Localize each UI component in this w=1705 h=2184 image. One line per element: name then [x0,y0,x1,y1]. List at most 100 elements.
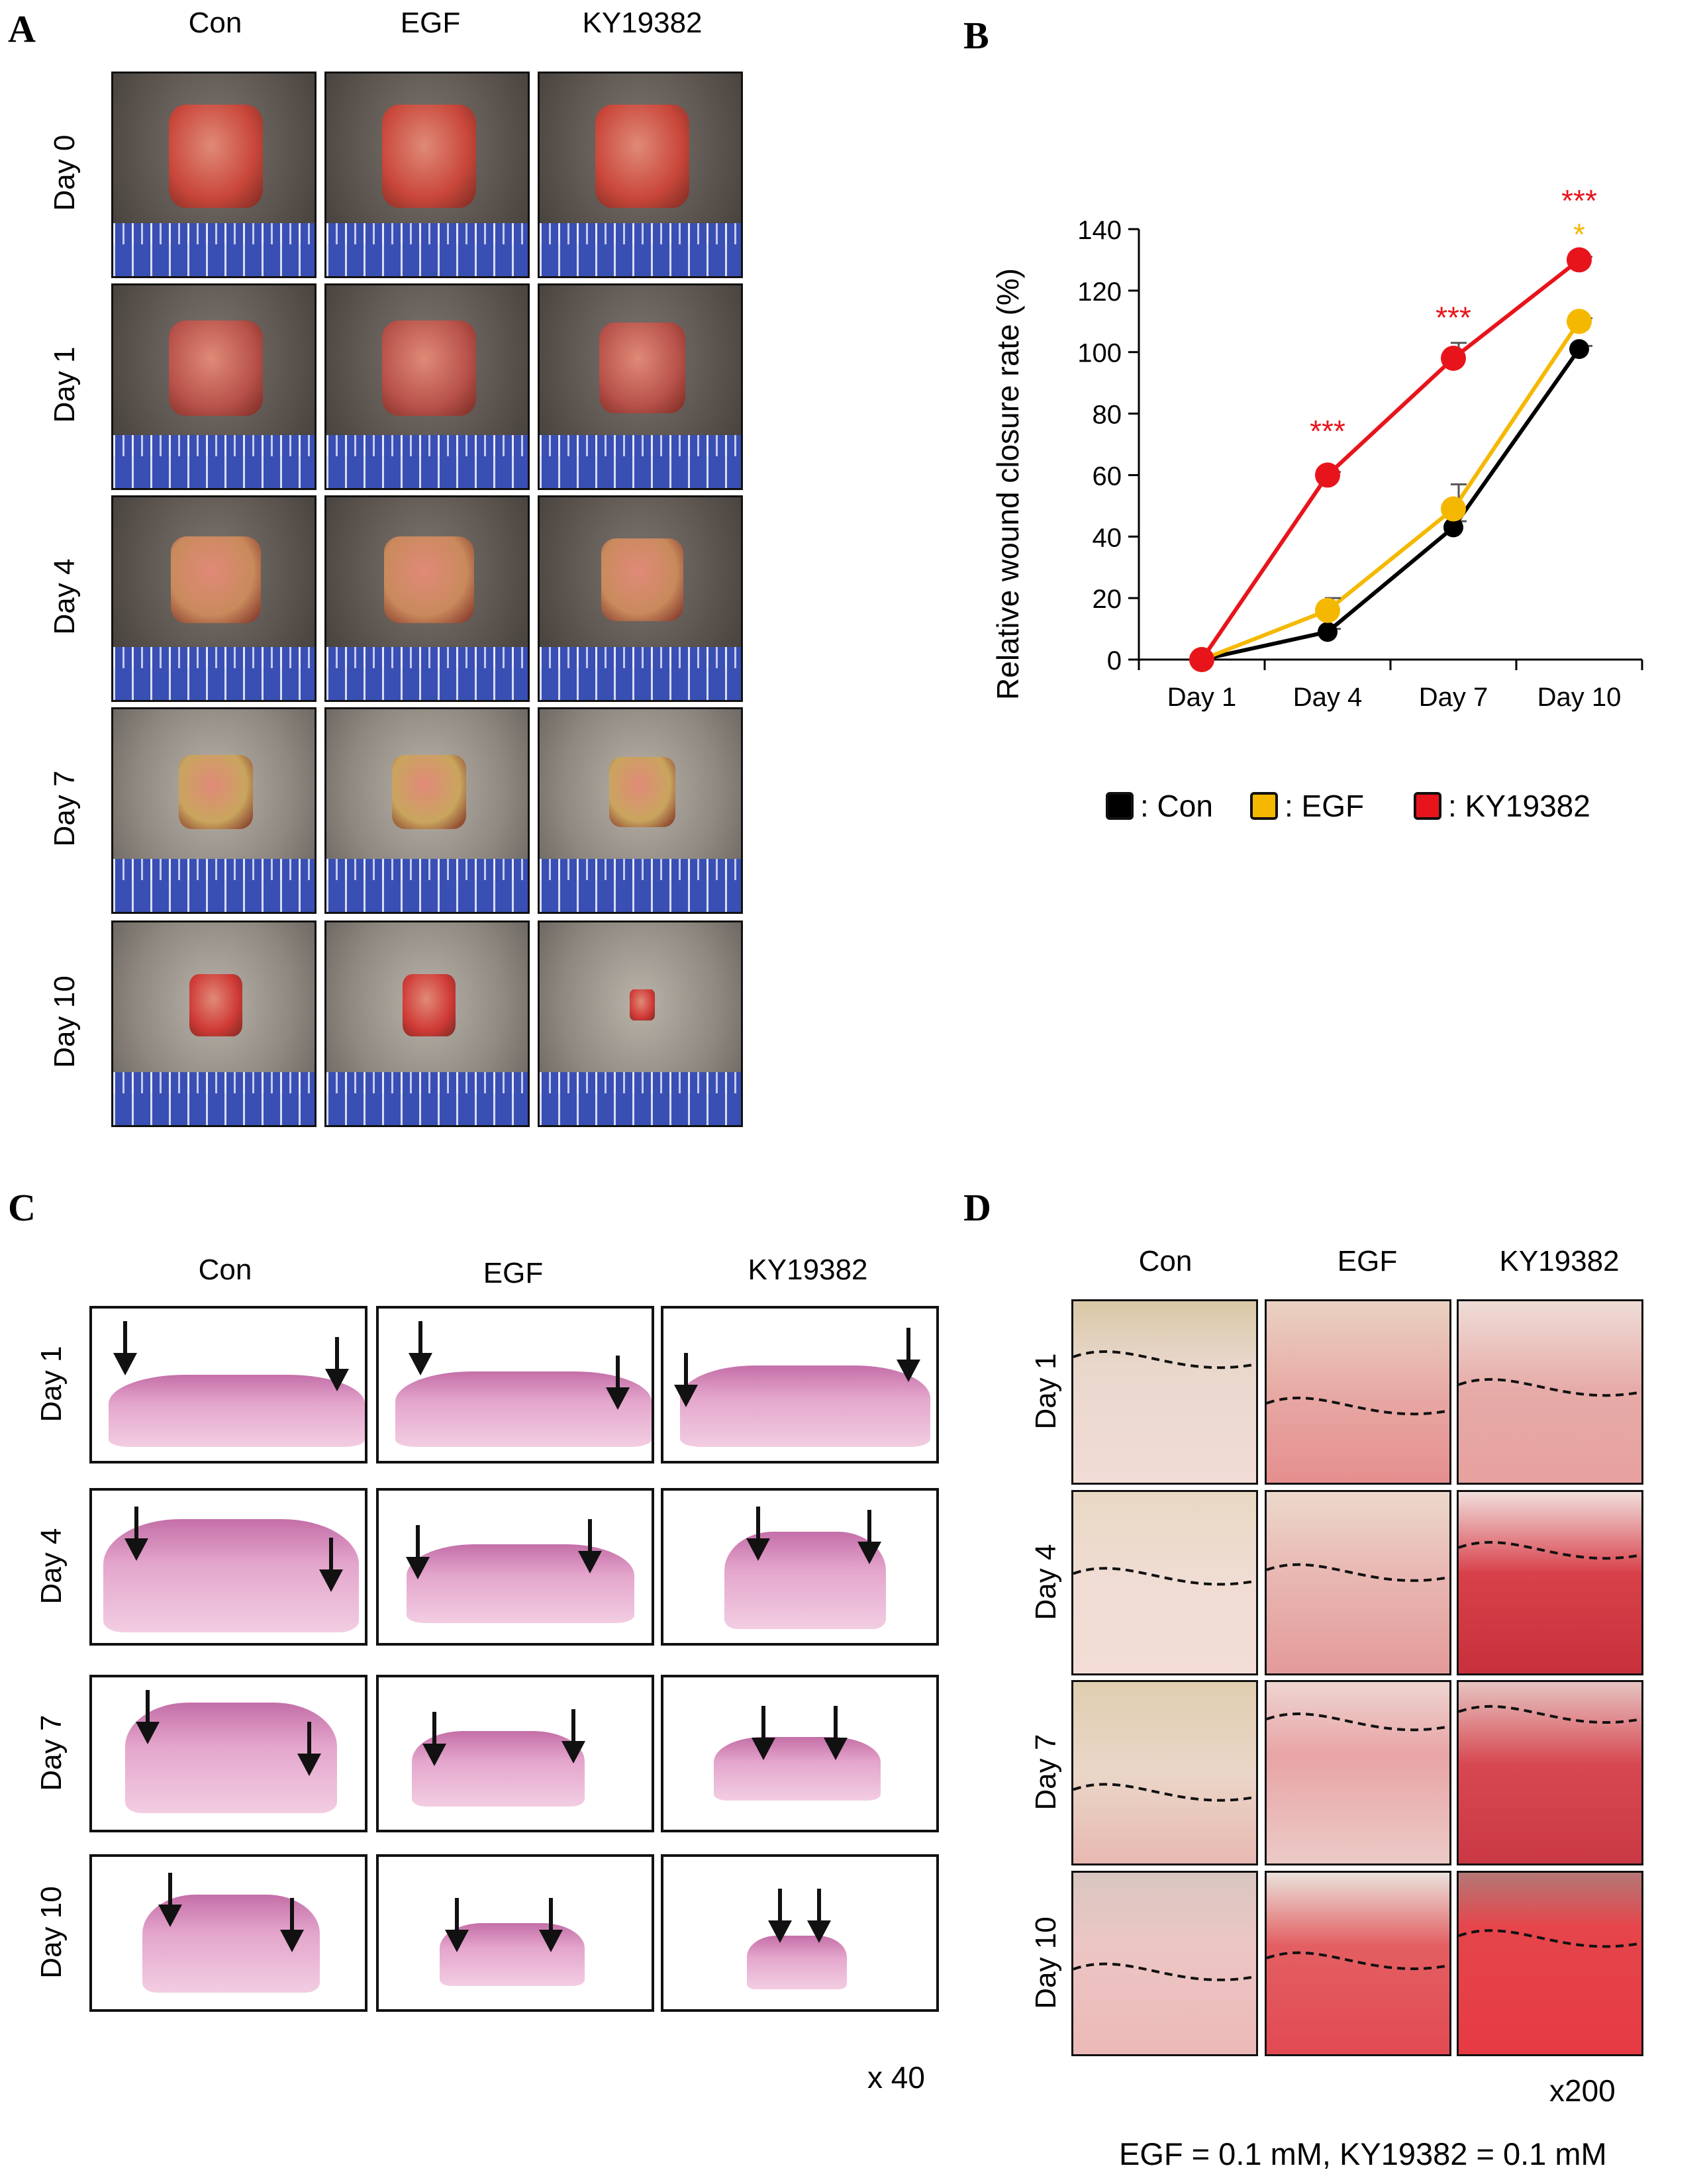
legend-con: : Con [1106,788,1213,824]
x-tick-label: Day 7 [1419,683,1488,712]
panel-a-col-ky: KY19382 [582,7,703,39]
panel-d-row-label: Day 4 [1030,1544,1062,1620]
data-point-egf [1441,496,1466,522]
wound-area [168,104,264,208]
arrow-shaft [334,1336,339,1377]
ruler-scale [540,435,741,488]
y-tick-label: 100 [1077,339,1122,368]
arrow-head [768,1920,793,1943]
wound-photo [538,283,743,490]
panel-letter-d: D [963,1186,991,1229]
stained-section [1457,1871,1643,2056]
panel-d-col-ky: KY19382 [1499,1245,1620,1277]
y-tick-label: 80 [1093,401,1122,430]
arrow-shaft [168,1872,172,1912]
epidermis-boundary [1073,1783,1256,1802]
panel-c-row-label: Day 7 [35,1714,68,1791]
wound-photo [111,283,317,490]
arrow-head [158,1904,182,1927]
histology-section [661,1675,939,1832]
data-point-con [1443,517,1463,538]
wound-area [189,974,243,1036]
legend-label-ky: : KY19382 [1448,789,1590,823]
legend-ky: : KY19382 [1414,788,1590,824]
arrow-head [324,1368,349,1391]
arrow-head [746,1538,770,1561]
panel-a-row-label: Day 7 [48,770,81,847]
arrow-head [606,1387,630,1411]
concentration-footnote: EGF = 0.1 mM, KY19382 = 0.1 mM [1119,2136,1607,2171]
arrow-shaft [454,1897,459,1938]
series-line-ky19382 [1200,258,1581,661]
ruler-scale [540,223,741,276]
histology-section [376,1854,654,2012]
stained-section [1265,1490,1451,1675]
arrow-head [405,1557,430,1580]
wound-photo [538,707,743,914]
arrow-head [422,1744,446,1767]
arrow-shaft [415,1525,420,1565]
arrow-head [319,1569,344,1593]
arrow-head [752,1737,776,1760]
arrow-head [124,1538,149,1561]
ruler-scale [326,1072,528,1125]
panel-letter-b: B [963,14,989,57]
wound-area [402,974,456,1036]
wound-photo [324,495,530,702]
wound-area [630,989,655,1021]
stained-section [1457,1680,1643,1865]
stained-section [1265,1871,1451,2056]
data-point-egf [1567,309,1592,334]
arrow-shaft [418,1321,422,1362]
panel-c-col-con: Con [198,1254,252,1286]
panel-letter-c: C [8,1186,36,1229]
arrow-shaft [146,1690,150,1730]
wound-photo [324,283,530,490]
panel-a-col-egf: EGF [400,7,461,39]
stained-section [1265,1680,1451,1865]
histology-section [89,1675,367,1832]
arrow-shaft [755,1506,760,1546]
significance-marker: *** [1561,183,1597,218]
data-point-egf [1315,597,1340,623]
y-tick-label: 120 [1077,277,1122,307]
ruler-scale [113,647,315,700]
tissue-section [747,1936,848,1989]
arrow-head [673,1384,698,1407]
tissue-section [109,1374,365,1448]
arrow-head [857,1541,881,1564]
wound-area [595,104,690,208]
panel-d-row-label: Day 1 [1030,1353,1062,1430]
histology-section [89,1488,367,1646]
epidermis-boundary [1267,1397,1449,1416]
series-line-egf [1200,320,1581,662]
ruler-scale [540,859,741,912]
panel-c-magnification: x 40 [867,2060,925,2095]
panel-a-row-label: Day 0 [48,134,81,211]
legend-label-egf: : EGF [1285,789,1365,823]
arrow-head [409,1353,432,1376]
epidermis-boundary [1267,1712,1449,1732]
histology-section [376,1675,654,1832]
arrow-shaft [906,1327,910,1367]
arrow-head [561,1740,585,1763]
data-point-ky19382 [1441,346,1466,371]
arrow-shaft [867,1509,871,1550]
dashed-boundary-line [1267,1397,1449,1416]
arrow-shaft [290,1897,295,1938]
wound-area [170,536,262,624]
wound-photo [111,495,317,702]
panel-c-col-egf: EGF [483,1257,544,1289]
y-axis-label: Relative wound closure rate (%) [991,268,1025,700]
wound-area [601,538,683,622]
stained-section [1265,1299,1451,1485]
ruler-scale [540,647,741,700]
legend-swatch-egf [1250,792,1278,820]
wound-photo [111,72,317,278]
arrow-shaft [817,1888,822,1928]
dashed-boundary-line [1267,1712,1449,1732]
panel-a-col-con: Con [188,7,242,39]
panel-c-row-label: Day 1 [35,1346,68,1422]
significance-marker: * [1573,217,1585,252]
y-tick-label: 0 [1107,646,1122,675]
